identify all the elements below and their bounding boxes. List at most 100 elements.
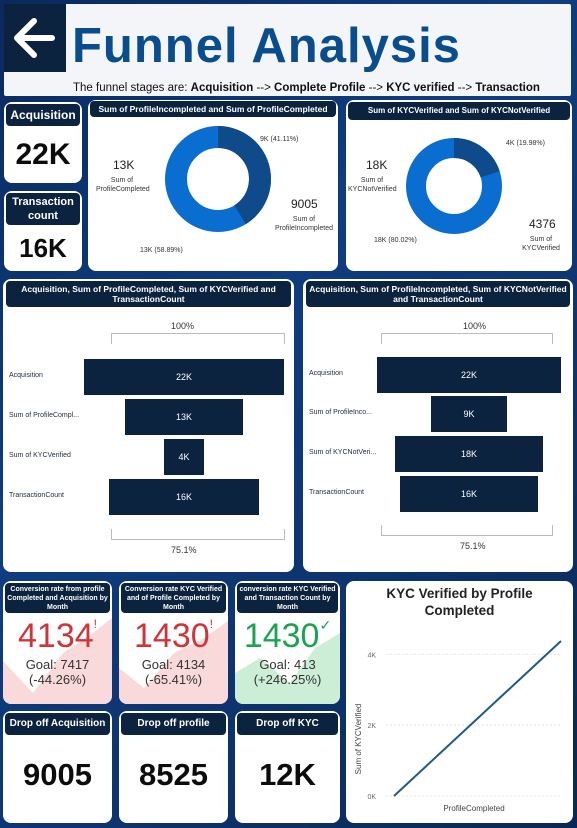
warning-icon: ! [209,617,213,631]
kpi-1-change: (-44.26%) [28,672,87,687]
donut2-top-slice-label: 4K (19.98%) [506,140,545,147]
kpi-3-trend-background [235,633,340,704]
arrow-left-icon [14,18,55,58]
stage-arrow: --> [454,82,476,94]
y-tick-label: 2K [367,723,376,730]
kyc-donut-chart [406,138,502,234]
funnel-2-row-label: Sum of KYCNotVeri... [309,449,377,456]
funnel-1-bar[interactable]: 4K [164,439,204,475]
acquisition-card: Acquisition 22K [4,102,82,183]
dropoff-acquisition-card: Drop off Acquisition 9005 [3,711,112,823]
donut2-left-value: 18K [366,158,388,172]
funnel-1-bar[interactable]: 22K [84,359,284,395]
transaction-card: Transaction count 16K [4,191,82,271]
kpi-2-trend-background [119,621,228,704]
donut-slice-profile-incompleted [165,126,271,232]
dropoff-acquisition-title: Drop off Acquisition [5,713,110,735]
kpi-2-value-text: 1430 [134,617,210,655]
kpi-conversion-kyc-transaction-card: conversion rate KYC Verified and Transac… [235,581,340,704]
funnel-1-row-label: Sum of KYCVerified [9,452,71,459]
funnel-1-bar[interactable]: 13K [125,399,243,435]
donut1-bottom-slice-label: 13K (58.89%) [140,247,183,254]
profile-donut-card: Sum of ProfileIncompleted and Sum of Pro… [88,100,338,271]
funnel-2-bar[interactable]: 9K [431,396,507,432]
funnel-1-row-label: TransactionCount [9,492,64,499]
acquisition-card-title: Acquisition [6,104,80,126]
kyc-donut-card: Sum of KYCVerified and Sum of KYCNotVeri… [346,100,572,271]
profile-donut-chart [165,126,271,232]
funnel-1-row-label: Sum of ProfileCompl... [9,412,80,419]
funnel-1-bottom-percent: 75.1% [171,545,197,555]
funnel-1-bottom-bracket [111,529,285,540]
kyc-by-profile-chart-card: KYC Verified by Profile Completed Sum of… [346,581,573,823]
funnel-2-bar[interactable]: 18K [395,436,543,472]
kpi-3-value: 1430✓ [235,617,340,656]
line-chart-x-axis-label: ProfileCompleted [443,804,504,813]
transaction-card-title: Transaction count [6,193,80,225]
kpi-2-title: Conversion rate KYC Verified and of Prof… [121,583,226,613]
donut2-right-label: Sum of KYCVerified [522,236,560,252]
kyc-donut-title: Sum of KYCVerified and Sum of KYCNotVeri… [348,102,570,120]
funnel-2-bar[interactable]: 16K [399,476,539,512]
kpi-3-value-text: 1430 [243,617,320,655]
kpi-1-trend-background [3,618,112,704]
stage-transaction: Transaction [475,82,540,94]
kpi-1-goal: Goal: 7417 [25,657,90,672]
transaction-value: 16K [19,233,67,263]
funnel-1-top-percent: 100% [171,321,195,331]
dropoff-profile-card: Drop off profile 8525 [119,711,228,823]
funnel-1-bar[interactable]: 16K [108,479,260,515]
funnel-1-title: Acquisition, Sum of ProfileCompleted, Su… [6,281,291,307]
kpi-1-value: 4134! [3,617,112,656]
donut-slice-kyc-verified [406,138,502,234]
funnel-chart-1-card: Acquisition, Sum of ProfileCompleted, Su… [3,279,294,572]
funnel-2-title: Acquisition, Sum of ProfileIncompleted, … [306,281,570,307]
funnel-2-row-label: Sum of ProfileInco... [309,409,373,416]
dropoff-kyc-card: Drop off KYC 12K [235,711,340,823]
kpi-conversion-profile-card: Conversion rate from profile Completed a… [3,581,112,704]
line-chart: Sum of KYCVerified ProfileCompleted 4K 2K… [354,640,562,813]
donut1-top-slice-label: 9K (41.11%) [260,136,299,143]
acquisition-value: 22K [15,138,71,171]
kpi-2-value: 1430! [119,617,228,656]
stage-kyc-verified: KYC verified [386,82,455,94]
page-title: Funnel Analysis [72,19,461,73]
back-button[interactable] [4,4,66,72]
donut1-right-value: 9005 [291,197,318,211]
dropoff-acquisition-value: 9005 [23,757,92,792]
funnel-2-row-label: TransactionCount [309,489,364,496]
line-chart-title: KYC Verified by Profile Completed [386,586,533,618]
dropoff-kyc-value: 12K [259,757,316,792]
kyc-line-series[interactable] [393,640,562,797]
funnel-1-row-label: Acquisition [9,372,43,379]
donut2-right-value: 4376 [529,217,556,231]
kpi-conversion-kyc-profile-card: Conversion rate KYC Verified and of Prof… [119,581,228,704]
funnel-1-top-bracket [111,333,285,344]
y-tick-label: 4K [367,652,376,659]
dropoff-profile-value: 8525 [139,757,208,792]
checkmark-icon: ✓ [319,617,332,633]
stages-prefix: The funnel stages are: [73,82,191,94]
funnel-2-bottom-percent: 75.1% [460,541,486,551]
dropoff-profile-title: Drop off profile [121,713,226,735]
funnel-2-bottom-bracket [381,525,553,536]
kpi-2-change: (-65.41%) [144,672,203,687]
funnel-2-top-bracket [381,333,553,344]
funnel-2-bar[interactable]: 22K [377,357,561,393]
profile-donut-title: Sum of ProfileIncompleted and Sum of Pro… [90,101,336,117]
donut1-left-label: Sum of ProfileCompleted [96,177,150,193]
line-chart-y-axis-label: Sum of KYCVerified [354,704,363,775]
donut1-right-label: Sum of ProfileIncompleted [275,216,333,232]
dropoff-kyc-title: Drop off KYC [237,713,338,735]
donut1-left-value: 13K [113,158,135,172]
stage-acquisition: Acquisition [190,82,254,94]
kpi-1-value-text: 4134 [18,617,94,655]
kpi-2-goal: Goal: 4134 [141,657,206,672]
funnel-chart-2-card: Acquisition, Sum of ProfileIncompleted, … [303,279,573,572]
donut2-left-label: Sum of KYCNotVerified [348,177,397,193]
funnel-2-top-percent: 100% [463,321,487,331]
donut2-bottom-slice-label: 18K (80.02%) [374,237,417,244]
funnel-2-row-label: Acquisition [309,370,343,377]
kpi-3-change: (+246.25%) [253,672,322,687]
funnel-stages-description: The funnel stages are: Acquisition --> C… [73,82,540,94]
